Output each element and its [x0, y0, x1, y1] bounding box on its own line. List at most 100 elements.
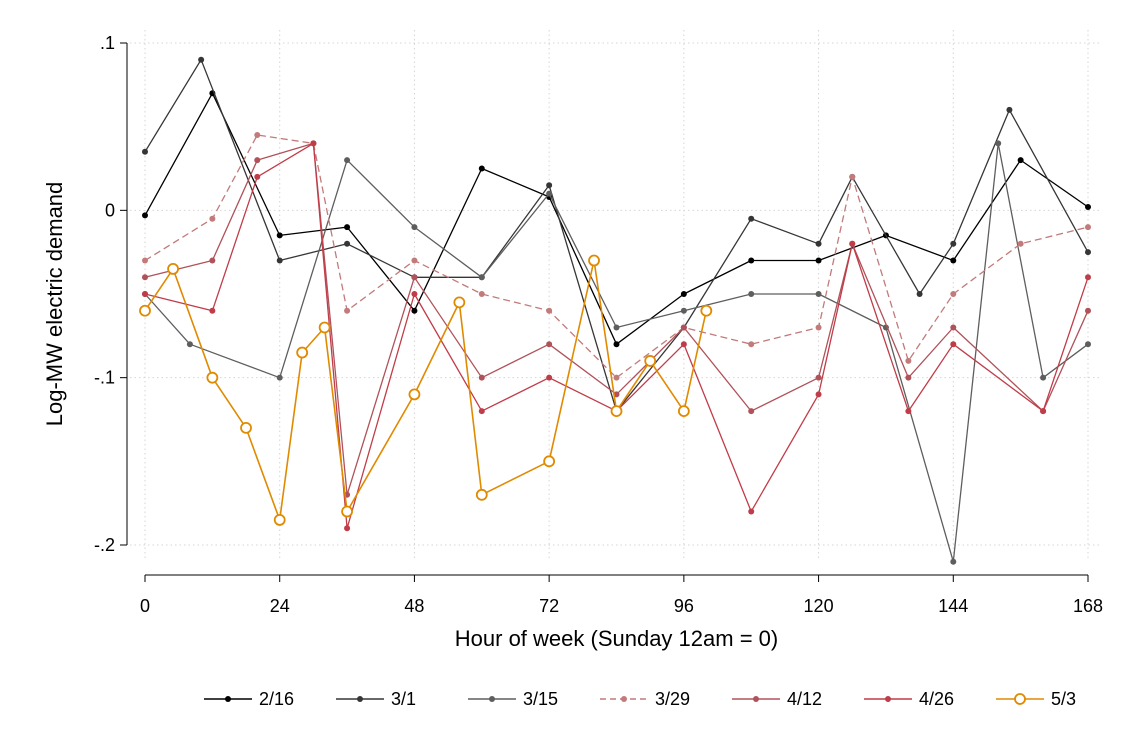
data-point	[700, 304, 713, 317]
legend-item: 3/15	[468, 689, 558, 709]
data-point	[677, 405, 690, 418]
data-point	[815, 324, 822, 331]
data-point	[1085, 203, 1091, 210]
data-point	[849, 173, 856, 180]
data-point	[543, 455, 556, 468]
data-point	[905, 374, 912, 381]
legend-item: 2/16	[204, 689, 294, 709]
legend-label: 3/15	[523, 689, 558, 709]
legend-label: 4/12	[787, 689, 822, 709]
data-point	[276, 232, 283, 239]
legend-swatch-marker	[489, 696, 495, 702]
data-point	[209, 307, 216, 314]
legend-label: 3/1	[391, 689, 416, 709]
data-point	[644, 355, 657, 367]
series-5-3	[139, 254, 713, 526]
data-point	[209, 257, 216, 264]
data-point	[916, 291, 923, 297]
legend-label: 5/3	[1051, 689, 1076, 709]
data-point	[198, 56, 205, 63]
data-point	[1017, 157, 1024, 164]
data-point	[815, 257, 822, 264]
data-point	[344, 157, 351, 164]
data-point	[849, 240, 856, 247]
data-point	[1085, 341, 1091, 348]
data-point	[475, 488, 488, 501]
x-tick-label: 72	[539, 596, 559, 616]
data-point	[905, 357, 912, 364]
data-point	[815, 291, 822, 297]
x-axis-title: Hour of week (Sunday 12am = 0)	[455, 626, 778, 651]
data-point	[546, 190, 553, 197]
data-point	[950, 558, 957, 565]
data-point	[546, 374, 553, 381]
data-point	[478, 165, 485, 172]
data-point	[588, 254, 600, 267]
data-point	[950, 341, 957, 348]
data-point	[748, 408, 755, 415]
data-point	[453, 296, 466, 309]
legend-item: 3/1	[336, 689, 416, 709]
data-point	[680, 291, 687, 297]
data-point	[546, 182, 553, 189]
data-point	[680, 307, 687, 314]
data-point	[815, 391, 822, 398]
axes: .1 0 -.1 -.2 0 24 48 72 96 120 144 168	[94, 33, 1103, 616]
data-point	[209, 215, 216, 222]
data-point	[142, 274, 148, 281]
data-point	[748, 215, 755, 222]
data-point	[950, 291, 957, 297]
data-point	[167, 262, 179, 275]
x-tick-label: 120	[804, 596, 834, 616]
data-point	[139, 304, 151, 317]
x-tick-label: 168	[1073, 596, 1103, 616]
data-point	[546, 341, 553, 348]
data-point	[142, 291, 148, 297]
data-point	[995, 140, 1002, 147]
grid	[130, 30, 1100, 560]
data-point	[296, 346, 309, 359]
legend-label: 2/16	[259, 689, 294, 709]
data-point	[546, 307, 553, 314]
y-tick-label: -.1	[94, 368, 115, 388]
series-3-29	[142, 132, 1091, 381]
data-point	[905, 408, 912, 415]
legend-item: 3/29	[600, 689, 690, 709]
data-point	[240, 421, 252, 434]
data-point	[950, 324, 957, 331]
data-point	[1017, 240, 1024, 247]
series-layer	[139, 56, 1091, 565]
data-point	[142, 148, 148, 155]
data-point	[610, 405, 623, 418]
legend-swatch-marker	[225, 696, 231, 702]
legend-swatch-marker	[753, 696, 759, 702]
legend-item: 5/3	[996, 689, 1076, 709]
data-point	[1085, 249, 1091, 256]
legend-label: 3/29	[655, 689, 690, 709]
data-point	[1040, 374, 1047, 381]
data-point	[613, 374, 620, 381]
data-point	[411, 307, 418, 314]
data-point	[478, 274, 485, 281]
data-point	[411, 291, 418, 297]
legend-swatch-marker	[885, 696, 891, 702]
x-tick-label: 96	[674, 596, 694, 616]
data-point	[815, 240, 822, 247]
data-point	[344, 307, 351, 314]
legend: 2/16 3/1 3/15 3/29 4/12 4/26 5/3	[204, 689, 1076, 709]
data-point	[950, 240, 957, 247]
x-tick-label: 24	[270, 596, 290, 616]
data-point	[341, 505, 353, 518]
series-2-16	[142, 90, 1091, 348]
y-tick-label: -.2	[94, 535, 115, 555]
y-tick-label: .1	[100, 33, 115, 53]
legend-swatch-marker	[621, 696, 627, 702]
y-tick-label: 0	[105, 200, 115, 220]
data-point	[478, 291, 485, 297]
data-point	[748, 291, 755, 297]
data-point	[748, 508, 755, 515]
data-point	[411, 257, 418, 264]
data-point	[1006, 106, 1013, 113]
series-line	[144, 59, 1089, 412]
